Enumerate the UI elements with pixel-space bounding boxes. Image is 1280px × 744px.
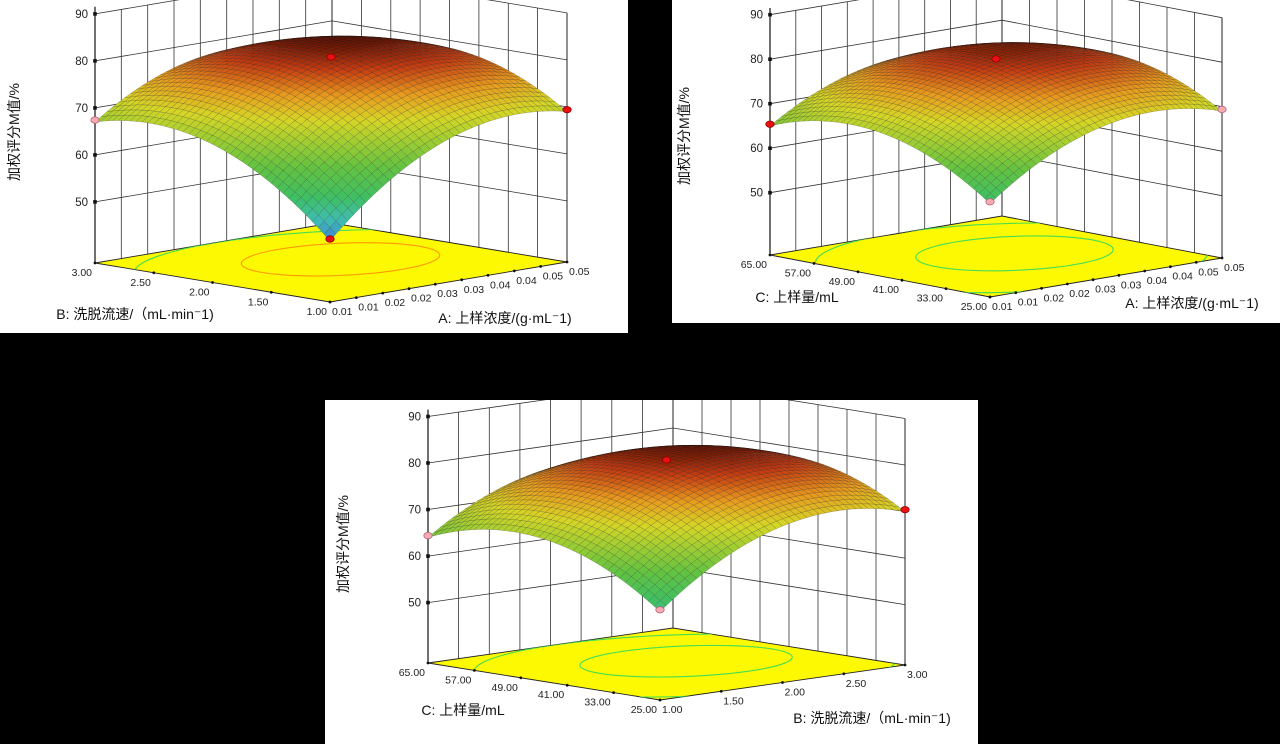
svg-text:0.02: 0.02 (411, 293, 432, 305)
design-point-pink (90, 116, 100, 124)
a-axis-title: A: 上样浓度/(g·mL⁻1) (1125, 295, 1259, 311)
svg-text:0.03: 0.03 (1095, 284, 1116, 296)
bottom-left-tick-labels: 3.00 2.50 2.00 1.50 1.00 (72, 267, 328, 318)
z-tick-label: 80 (75, 56, 88, 68)
svg-text:1.00: 1.00 (307, 306, 328, 318)
design-point-pink (655, 606, 665, 614)
a-axis-title: A: 上样浓度/(g·mL⁻1) (438, 310, 572, 326)
svg-text:0.05: 0.05 (1198, 266, 1219, 278)
z-tick-label: 60 (750, 143, 763, 155)
svg-text:33.00: 33.00 (917, 293, 943, 305)
b-axis-title: B: 洗脱流速/（mL·min⁻1) (793, 710, 951, 726)
b-axis-title: B: 洗脱流速/（mL·min⁻1) (56, 306, 214, 322)
z-tick-label: 70 (750, 99, 763, 111)
z-tick-label: 90 (75, 9, 88, 21)
svg-text:0.05: 0.05 (569, 266, 590, 278)
svg-text:49.00: 49.00 (829, 276, 855, 288)
design-point-pink (1217, 105, 1227, 114)
svg-text:0.03: 0.03 (464, 284, 485, 296)
design-point-red (765, 120, 775, 128)
z-tick-label: 90 (408, 412, 421, 424)
c-axis-title: C: 上样量/mL (755, 289, 839, 305)
svg-text:0.04: 0.04 (516, 275, 537, 287)
z-tick-label: 70 (75, 103, 88, 115)
surface-plot-C-vs-A: 90 80 70 60 50 65.00 57.00 49.00 41.00 33.00 25.00… (672, 0, 1280, 323)
svg-text:41.00: 41.00 (873, 284, 899, 296)
z-axis-title: 加权评分M值/% (6, 83, 22, 181)
svg-text:0.04: 0.04 (1172, 271, 1193, 283)
design-point-red (661, 456, 672, 464)
svg-text:0.04: 0.04 (1147, 275, 1168, 287)
z-tick-label: 70 (408, 505, 421, 517)
surface-plot-B-vs-A: 90 80 70 60 50 3.00 2.50 2.00 1.50 1.00 0.01 0.01 0.… (0, 0, 628, 333)
z-axis-title: 加权评分M值/% (676, 87, 692, 185)
svg-text:0.02: 0.02 (1069, 288, 1090, 300)
response-surface (427, 445, 906, 612)
z-tick-label: 90 (750, 10, 763, 22)
svg-text:0.02: 0.02 (385, 297, 406, 309)
floor-tick-dots (93, 260, 569, 304)
design-point-red (991, 55, 1001, 63)
svg-text:0.03: 0.03 (437, 288, 458, 300)
svg-text:0.01: 0.01 (1018, 297, 1039, 309)
surface-plot-C-vs-A-canvas: 90 80 70 60 50 65.00 57.00 49.00 41.00 33.00 25.00… (741, 0, 1245, 313)
z-tick-label: 50 (408, 598, 421, 610)
svg-text:0.02: 0.02 (1044, 292, 1065, 304)
floor-tick-dots (768, 253, 1224, 299)
design-point-red (325, 235, 335, 243)
z-tick-label: 50 (75, 197, 88, 209)
response-surface (769, 42, 1223, 204)
response-surface (94, 35, 568, 242)
svg-text:0.04: 0.04 (490, 279, 511, 291)
z-tick-label: 60 (408, 551, 421, 563)
svg-text:0.01: 0.01 (358, 302, 379, 314)
design-point-red (562, 106, 572, 114)
design-points (765, 55, 1227, 206)
bottom-right-tick-labels: 1.001.502.002.503.00 (662, 669, 928, 716)
bottom-right-tick-labels: 0.01 0.01 0.02 0.02 0.03 0.03 0.04 0.04 0.05 0.05 (992, 262, 1245, 313)
design-points (423, 456, 910, 614)
svg-text:1.50: 1.50 (248, 296, 269, 308)
svg-text:25.00: 25.00 (961, 301, 987, 313)
z-axis: 90 80 70 60 50 (75, 6, 97, 263)
z-tick-label: 60 (75, 150, 88, 162)
svg-text:0.05: 0.05 (543, 270, 564, 282)
svg-text:2.00: 2.00 (189, 287, 210, 299)
c-axis-title: C: 上样量/mL (421, 702, 505, 718)
z-tick-label: 80 (750, 54, 763, 66)
svg-text:0.01: 0.01 (992, 301, 1013, 313)
bottom-left-tick-labels: 65.00 57.00 49.00 41.00 33.00 25.00 (741, 259, 987, 313)
design-points (90, 53, 572, 243)
svg-text:0.05: 0.05 (1224, 262, 1245, 274)
design-point-pink (985, 198, 995, 206)
z-axis: 90 80 70 60 50 (750, 8, 772, 255)
surface-plot-C-vs-B-canvas: 90 80 70 60 50 65.0057.0049.0041.0033.0025.00… (399, 400, 928, 716)
design-point-red (900, 506, 910, 514)
svg-text:57.00: 57.00 (785, 267, 811, 279)
svg-text:65.00: 65.00 (741, 259, 767, 271)
svg-text:3.00: 3.00 (72, 267, 93, 279)
design-point-red (326, 53, 336, 61)
bottom-right-tick-labels: 0.01 0.01 0.02 0.02 0.03 0.03 0.04 0.04 0.05 0.05 (332, 266, 590, 318)
z-tick-label: 50 (750, 188, 763, 200)
z-tick-label: 80 (408, 458, 421, 470)
design-point-pink (423, 532, 433, 540)
floor-tick-dots (426, 661, 907, 702)
surface-plot-C-vs-B: 90 80 70 60 50 65.00 57.00 49.00 41.00 33.00 25.00… (325, 400, 978, 744)
z-axis-title: 加权评分M值/% (335, 495, 351, 593)
svg-text:0.01: 0.01 (332, 306, 353, 318)
svg-text:0.03: 0.03 (1121, 279, 1142, 291)
svg-text:2.50: 2.50 (130, 277, 151, 289)
